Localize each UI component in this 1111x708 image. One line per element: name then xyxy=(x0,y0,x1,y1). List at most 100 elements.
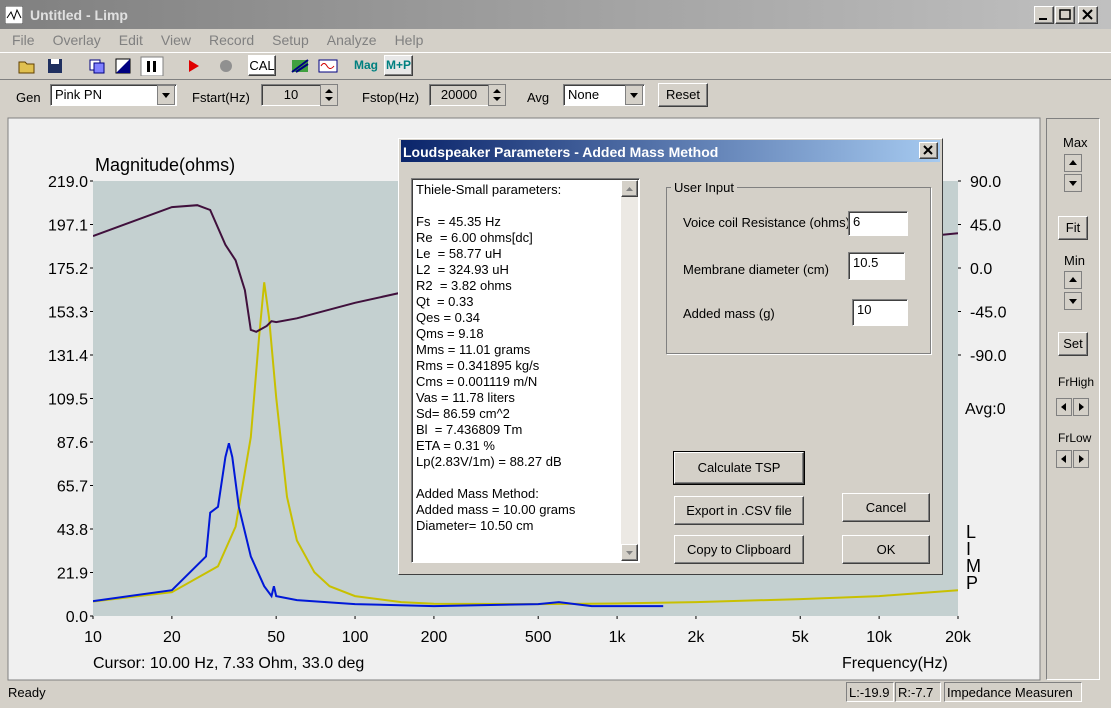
field-label: Membrane diameter (cm) xyxy=(683,262,829,277)
fit-button[interactable]: Fit xyxy=(1058,216,1088,240)
close-button[interactable] xyxy=(1078,6,1098,24)
fstart-input[interactable]: 10 xyxy=(261,84,321,106)
added-mass-input[interactable]: 10 xyxy=(852,299,908,326)
tsp-text-area[interactable]: Thiele-Small parameters: Fs = 45.35 Hz Re… xyxy=(411,178,640,563)
cal-button[interactable]: CAL xyxy=(248,55,276,76)
frhigh-right[interactable] xyxy=(1073,398,1089,416)
title-bar xyxy=(0,0,1111,29)
menu-item[interactable]: Help xyxy=(394,32,424,48)
method-line: Added Mass Method: xyxy=(416,486,539,501)
fstart-spin[interactable] xyxy=(320,84,338,106)
calculate-button[interactable]: Calculate TSP xyxy=(673,451,805,485)
app-icon xyxy=(5,6,23,24)
menu-item[interactable]: Overlay xyxy=(52,32,101,48)
ok-button[interactable]: OK xyxy=(842,535,930,564)
tsp-line: L2 = 324.93 uH xyxy=(416,262,509,277)
frlow-right[interactable] xyxy=(1073,450,1089,468)
set-button[interactable]: Set xyxy=(1058,332,1088,356)
x-tick-label: 2k xyxy=(688,629,706,646)
status-mode: Impedance Measuren xyxy=(944,682,1082,702)
minimize-button[interactable] xyxy=(1034,6,1054,24)
avg-label: Avg xyxy=(527,90,550,105)
tsp-line: Qt = 0.33 xyxy=(416,294,474,309)
menu-item[interactable]: Edit xyxy=(118,32,143,48)
tsp-line: ETA = 0.31 % xyxy=(416,438,495,453)
menu-item[interactable]: Setup xyxy=(272,32,309,48)
maximize-button[interactable] xyxy=(1055,6,1075,24)
frlow-left[interactable] xyxy=(1056,450,1072,468)
mag-button[interactable]: Mag xyxy=(354,58,378,72)
tsp-line: Re = 6.00 ohms[dc] xyxy=(416,230,533,245)
x-tick-label: 20k xyxy=(945,629,972,646)
x-tick-label: 10k xyxy=(866,629,893,646)
field-value: 6 xyxy=(853,214,861,229)
export-button[interactable]: Export in .CSV file xyxy=(674,496,804,525)
copy-button[interactable]: Copy to Clipboard xyxy=(674,535,804,564)
x-axis-title: Frequency(Hz) xyxy=(842,655,948,672)
y2-tick-label: 90.0 xyxy=(970,174,1001,191)
window-title: Untitled - Limp xyxy=(30,7,128,23)
fstart-label: Fstart(Hz) xyxy=(192,90,250,105)
y-tick-label: 21.9 xyxy=(57,566,88,583)
min-down[interactable] xyxy=(1064,292,1082,310)
voice-coil-input[interactable]: 6 xyxy=(848,211,908,236)
frhigh-label: FrHigh xyxy=(1058,375,1095,389)
menu-bar: File Overlay Edit View Record Setup Analyze Hel… xyxy=(0,30,429,50)
tsp-heading: Thiele-Small parameters: xyxy=(416,182,562,197)
field-value: 10 xyxy=(857,302,872,317)
y-tick-label: 87.6 xyxy=(57,435,88,452)
menu-item[interactable]: Analyze xyxy=(326,32,377,48)
max-up[interactable] xyxy=(1064,154,1082,172)
mp-button[interactable]: M+P xyxy=(384,55,413,76)
y-tick-label: 0.0 xyxy=(66,609,88,626)
avg-value: None xyxy=(568,87,600,102)
diameter-input[interactable]: 10.5 xyxy=(848,252,905,280)
cursor-readout: Cursor: 10.00 Hz, 7.33 Ohm, 33.0 deg xyxy=(93,655,364,672)
y-tick-label: 131.4 xyxy=(48,348,88,365)
max-down[interactable] xyxy=(1064,174,1082,192)
gen-select[interactable]: Pink PN xyxy=(50,84,177,106)
menu-item[interactable]: View xyxy=(160,32,192,48)
status-ready: Ready xyxy=(8,685,46,700)
reset-button[interactable]: Reset xyxy=(658,83,708,107)
y2-tick-label: 45.0 xyxy=(970,218,1001,235)
avg-dropdown[interactable] xyxy=(625,85,643,105)
x-tick-label: 5k xyxy=(792,629,810,646)
menu-item[interactable]: File xyxy=(12,32,35,48)
y2-tick-label: 0.0 xyxy=(970,261,992,278)
y-tick-label: 197.1 xyxy=(48,218,88,235)
dialog-title-bar xyxy=(401,140,940,162)
field-label: Added mass (g) xyxy=(683,306,775,321)
min-up[interactable] xyxy=(1064,271,1082,289)
x-tick-label: 10 xyxy=(84,629,102,646)
cancel-button[interactable]: Cancel xyxy=(842,493,930,522)
avg-select[interactable]: None xyxy=(563,84,645,106)
menu-item[interactable]: Record xyxy=(209,32,255,48)
frhigh-left[interactable] xyxy=(1056,398,1072,416)
gen-dropdown[interactable] xyxy=(157,85,175,105)
fstop-spin[interactable] xyxy=(488,84,506,106)
x-tick-label: 500 xyxy=(525,629,552,646)
fstop-label: Fstop(Hz) xyxy=(362,90,420,105)
tsp-line: Bl = 7.436809 Tm xyxy=(416,422,523,437)
x-tick-label: 200 xyxy=(421,629,448,646)
y-tick-label: 65.7 xyxy=(57,479,88,496)
curve xyxy=(93,442,664,608)
fstart-value: 10 xyxy=(283,87,299,102)
tsp-dialog: Loudspeaker Parameters - Added Mass Meth… xyxy=(398,138,943,575)
y-tick-label: 175.2 xyxy=(48,261,88,278)
toolbar: CAL Mag M+P xyxy=(0,52,1111,80)
x-tick-label: 100 xyxy=(342,629,369,646)
method-lines: Added Mass Method: Added mass = 10.00 gra… xyxy=(416,486,635,534)
field-label: Voice coil Resistance (ohms) xyxy=(683,215,850,229)
frlow-label: FrLow xyxy=(1058,431,1092,445)
tsp-line: Qes = 0.34 xyxy=(416,310,480,325)
scrollbar[interactable] xyxy=(621,180,638,561)
method-line: Added mass = 10.00 grams xyxy=(416,502,576,517)
dialog-close[interactable] xyxy=(919,142,938,159)
gen-value: Pink PN xyxy=(55,87,102,102)
tsp-line: Rms = 0.341895 kg/s xyxy=(416,358,540,373)
y2-tick-label: -45.0 xyxy=(970,305,1007,322)
fstop-input[interactable]: 20000 xyxy=(429,84,489,106)
